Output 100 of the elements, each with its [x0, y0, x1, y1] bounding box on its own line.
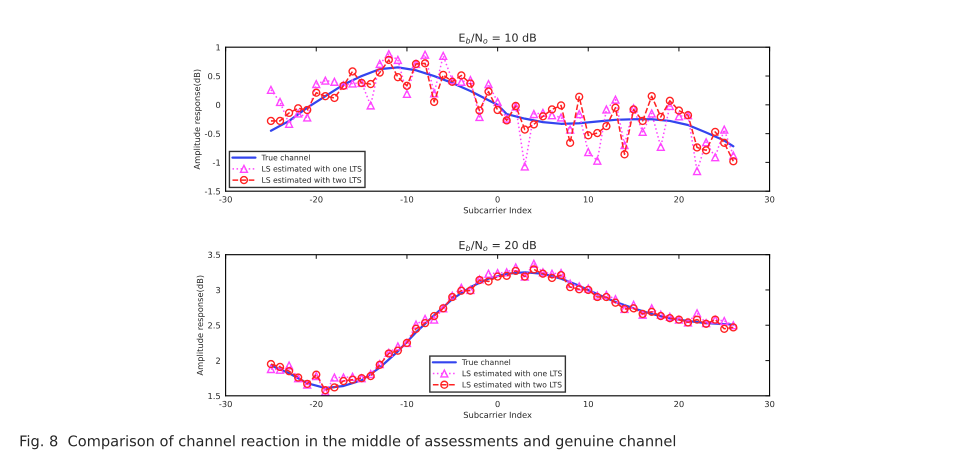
- point: [484, 270, 493, 278]
- x-tick-label: -10: [400, 196, 414, 203]
- point: [276, 98, 284, 106]
- point: [520, 125, 529, 134]
- point: [402, 90, 412, 98]
- x-tick-label: -30: [219, 400, 232, 408]
- point: [729, 151, 738, 160]
- point: [394, 56, 402, 64]
- point: [692, 315, 702, 324]
- point: [575, 282, 584, 291]
- point: [611, 294, 620, 304]
- point: [530, 110, 538, 118]
- point: [629, 300, 638, 309]
- point: [611, 95, 620, 104]
- point: [666, 96, 674, 105]
- y-axis-title: Amplitude response(dB): [194, 70, 202, 170]
- point: [638, 116, 647, 126]
- point: [484, 87, 493, 96]
- point: [303, 106, 312, 114]
- point: [493, 272, 502, 281]
- point: [602, 122, 611, 130]
- point: [276, 116, 284, 126]
- point: [430, 98, 438, 106]
- point: [484, 277, 493, 286]
- x-tick-label: -30: [219, 196, 232, 203]
- y-tick-label: 3: [216, 286, 220, 294]
- point: [366, 101, 375, 110]
- point: [412, 324, 420, 333]
- point: [648, 308, 656, 316]
- y-tick-label: -1: [212, 160, 220, 166]
- point: [648, 109, 656, 118]
- point: [439, 52, 448, 60]
- point: [420, 59, 430, 68]
- point: [312, 88, 320, 97]
- point: [666, 102, 674, 110]
- point: [266, 116, 276, 126]
- y-tick-label: 1.5: [208, 392, 220, 400]
- point: [566, 125, 574, 134]
- point: [321, 76, 330, 85]
- point: [629, 304, 638, 312]
- point: [620, 140, 629, 150]
- x-tick-label: 30: [764, 196, 774, 203]
- point: [420, 50, 430, 59]
- point: [702, 138, 710, 146]
- point: [720, 316, 728, 326]
- y-tick-label: 0: [216, 102, 220, 108]
- point: [611, 298, 620, 307]
- point: [402, 82, 412, 90]
- point: [348, 375, 357, 384]
- x-tick-label: 20: [674, 196, 684, 203]
- point: [674, 106, 684, 115]
- y-tick-label: 1: [216, 44, 220, 50]
- y-tick-label: -0.5: [204, 130, 220, 137]
- x-tick-label: -20: [310, 400, 323, 408]
- point: [294, 104, 302, 112]
- point: [729, 157, 738, 166]
- point: [330, 373, 339, 382]
- y-axis-title: Amplitude response(dB): [196, 276, 205, 376]
- point: [376, 68, 384, 77]
- x-tick-label: 20: [674, 400, 684, 408]
- point: [566, 279, 574, 288]
- point: [330, 383, 339, 392]
- point: [412, 320, 420, 329]
- point: [648, 92, 656, 100]
- point: [602, 105, 611, 114]
- x-tick-label: 10: [584, 400, 594, 408]
- point: [439, 70, 448, 80]
- point: [593, 156, 602, 165]
- point: [575, 110, 584, 118]
- point: [493, 106, 502, 114]
- point: [493, 98, 502, 106]
- point: [266, 364, 276, 374]
- point: [330, 94, 339, 102]
- point: [729, 321, 738, 330]
- point: [584, 148, 592, 156]
- point: [602, 292, 611, 302]
- point: [330, 78, 339, 86]
- point: [692, 143, 702, 152]
- point: [276, 366, 284, 374]
- x-tick-label: 10: [584, 196, 594, 203]
- point: [475, 106, 484, 115]
- point: [648, 304, 656, 312]
- point: [502, 272, 511, 280]
- point: [420, 314, 430, 324]
- chart-title: E$_{b}$/N$_{o}$ = 20 dB: [460, 240, 536, 252]
- point: [394, 342, 402, 351]
- point: [475, 112, 484, 122]
- point: [548, 111, 556, 120]
- point: [394, 73, 402, 82]
- point: [457, 286, 466, 295]
- point: [692, 166, 702, 176]
- point: [566, 282, 574, 292]
- point: [711, 128, 720, 136]
- point: [430, 312, 438, 320]
- point: [466, 76, 475, 84]
- point: [520, 162, 529, 171]
- point: [593, 128, 602, 138]
- x-axis-title: Subcarrier Index: [464, 206, 532, 214]
- point: [584, 131, 592, 140]
- chart-title: E$_{b}$/N$_{o}$ = 10 dB: [460, 33, 536, 44]
